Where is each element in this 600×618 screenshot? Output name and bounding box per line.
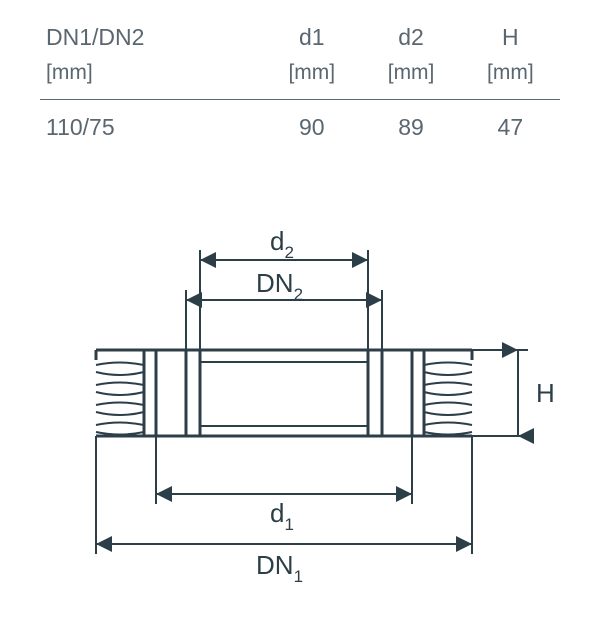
val-d1: 90 [262, 100, 361, 156]
unit-h: [mm] [461, 55, 560, 100]
col-dn: DN1/DN2 [40, 18, 262, 55]
dim-label-h: H [536, 378, 555, 408]
val-h: 47 [461, 100, 560, 156]
unit-d1: [mm] [262, 55, 361, 100]
dimensions-table: DN1/DN2 d1 d2 H [mm] [mm] [mm] [mm] 110/… [40, 18, 560, 155]
unit-d2: [mm] [361, 55, 460, 100]
table-header-row: DN1/DN2 d1 d2 H [40, 18, 560, 55]
val-d2: 89 [361, 100, 460, 156]
cross-section-diagram: d2 DN2 [0, 228, 600, 608]
part-outline [96, 350, 472, 436]
dim-label-dn2: DN2 [256, 268, 303, 304]
col-d2: d2 [361, 18, 460, 55]
val-dn: 110/75 [40, 100, 262, 156]
col-h: H [461, 18, 560, 55]
table-data-row: 110/75 90 89 47 [40, 100, 560, 156]
col-d1: d1 [262, 18, 361, 55]
dim-label-dn1: DN1 [256, 550, 303, 586]
dim-label-d1: d1 [270, 498, 294, 534]
unit-dn: [mm] [40, 55, 262, 100]
table-units-row: [mm] [mm] [mm] [mm] [40, 55, 560, 100]
dim-label-d2: d2 [270, 228, 294, 262]
